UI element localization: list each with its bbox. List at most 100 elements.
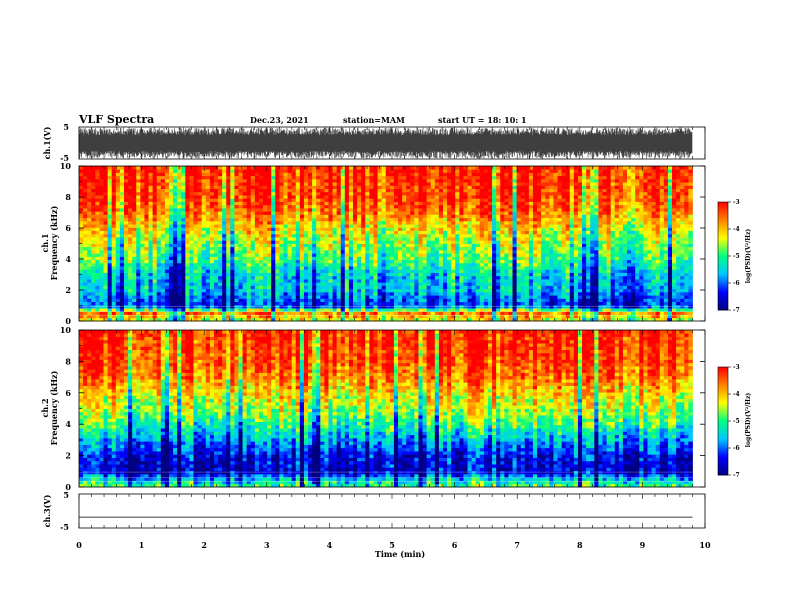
ch1-spectrogram-cell [463,227,468,231]
ch1-spectrogram-cell [185,304,190,309]
ch1-spectrogram-cell [340,182,346,186]
ch1-spectrogram-cell [418,298,423,303]
ch1-spectrogram-cell [205,282,211,286]
ch1-spectrogram-cell [475,188,481,193]
ch1-spectrogram-cell [168,279,174,283]
ch1-spectrogram-cell [340,314,346,319]
ch1-spectrogram-cell [197,207,203,212]
ch1-spectrogram-cell [410,201,415,206]
ch1-spectrogram-cell [283,175,288,180]
ch1-spectrogram-cell [332,175,338,180]
ch1-spectrogram-cell [213,308,219,312]
ch1-spectrogram-cell [160,204,166,209]
ch1-spectrogram-cell [455,314,460,319]
ch1-spectrogram-cell [115,178,121,183]
ch1-spectrogram-cell [463,282,468,286]
ch1-spectrogram-cell [213,279,219,283]
ch1-spectrogram-cell [95,182,100,186]
ch1-spectrogram-cell [279,279,284,283]
ch1-spectrogram-cell [324,279,329,283]
ch1-spectrogram-cell [226,295,231,299]
ch1-spectrogram-cell [87,185,92,190]
ch1-spectrogram-cell [422,220,428,225]
ch1-spectrogram-cell [414,275,419,280]
ch1-spectrogram-cell [263,166,268,170]
ch1-spectrogram-cell [181,166,186,170]
ch1-spectrogram-cell [254,311,260,315]
ch1-spectrogram-cell [222,166,227,170]
ch1-spectrogram-cell [148,230,154,235]
ch1-spectrogram-cell [308,188,313,193]
ch1-spectrogram-cell [279,298,284,303]
ch1-spectrogram-cell [328,204,333,209]
ch1-spectrogram-cell [197,243,203,248]
ch1-spectrogram-cell [291,288,297,293]
ch1-spectrogram-cell [156,249,162,254]
ch1-spectrogram-cell [385,178,391,183]
ch1-spectrogram-cell [353,207,358,212]
ch1-spectrogram-cell [353,279,358,283]
ch1-spectrogram-cell [418,317,423,322]
ch1-spectrogram-cell [140,220,145,225]
ch1-spectrogram-cell [389,308,395,312]
ch1-spectrogram-cell [123,249,129,254]
ch1-spectrogram-cell [91,224,96,228]
ch1-spectrogram-cell [393,291,399,296]
ch1-spectrogram-cell [107,211,113,215]
ch1-spectrogram-cell [483,185,489,190]
ch1-spectrogram-cell [197,246,203,251]
ch1-spectrogram-cell [361,224,366,228]
ch1-spectrogram-cell [500,211,505,215]
ch1-spectrogram-cell [369,195,374,199]
ch1-ytick-bottom: -5 [60,153,69,163]
ch1-spectrogram-cell [312,266,317,270]
ch1-spectrogram-cell [201,198,207,202]
ch1-spectrogram-cell [443,298,448,303]
ch1-spectrogram-cell [324,191,329,196]
ch1-spectrogram-cell [357,256,362,261]
ch1-spectrogram-cell [132,195,137,199]
ch1-spectrogram-cell [393,317,399,322]
ch1-spectrogram-cell [136,169,141,173]
ch1-spectrogram-cell [299,224,305,228]
ch1-spectrogram-cell [447,188,452,193]
ch1-spectrogram-cell [287,220,293,225]
ch1-spectrogram-cell [344,188,350,193]
ch1-spectrogram-cell [213,175,219,180]
ch1-spectrogram-cell [373,169,378,173]
ch1-spectrogram-cell [258,249,264,254]
ch1-spectrogram-cell [451,172,456,177]
ch1-spectrogram-cell [79,188,84,193]
ch1-spectrogram-cell [193,240,199,244]
ch1-spectrogram-cell [398,282,403,286]
ch1-spectrogram-cell [87,195,92,199]
ch1-spectrogram-cell [344,285,350,290]
ch1-spectrogram-cell [205,211,211,215]
ch1-spectrogram-cell [492,256,497,261]
ch1-spectrogram-cell [226,204,231,209]
ch1-spectrogram-cell [492,246,497,251]
ch1-spectrogram-cell [283,275,288,280]
ch1-spectrogram-cell [136,224,141,228]
ch1-spectrogram-cell [250,269,256,273]
ch1-spectrogram-cell [140,185,145,190]
ch1-spectrogram-cell [271,166,276,170]
ch1-spectrogram-cell [328,224,333,228]
ch1-spectrogram-cell [254,237,260,241]
ch1-spectrogram-cell [250,214,256,219]
ch1-spectrogram-cell [213,207,219,212]
ch1-spectrogram-cell [115,175,121,180]
ch1-spectrogram-cell [303,230,309,235]
ch1-spectrogram-cell [119,317,125,322]
ch1-spectrogram-cell [402,279,407,283]
ch1-spectrogram-cell [463,169,468,173]
ch1-spectrogram-cell [500,275,505,280]
ch1-spectrogram-cell [418,233,423,238]
ch1-spectrogram-cell [263,259,268,264]
ch1-spectrogram-cell [111,253,117,257]
ch1-spectrogram-cell [365,317,370,322]
ch1-spectrogram-cell [218,224,223,228]
ch1-spectrogram-cell [156,204,162,209]
date-label: Dec.23, 2021 [250,115,309,125]
ch1-spectrogram-cell [91,275,96,280]
